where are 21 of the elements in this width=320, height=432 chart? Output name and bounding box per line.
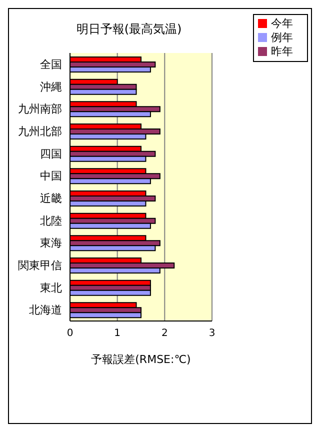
x-tick-label: 2 xyxy=(161,328,168,340)
legend-label: 例年 xyxy=(271,31,293,44)
y-tick-label: 北海道 xyxy=(29,304,62,317)
legend-label: 今年 xyxy=(271,17,293,30)
y-tick-label: 東海 xyxy=(40,236,62,250)
y-tick-label: 近畿 xyxy=(40,192,62,206)
y-tick-label: 中国 xyxy=(40,170,62,183)
legend-label: 昨年 xyxy=(271,45,293,58)
y-tick-label: 九州南部 xyxy=(18,102,62,116)
y-tick-label: 北陸 xyxy=(40,214,62,228)
y-tick-label: 沖縄 xyxy=(40,80,62,94)
y-tick-label: 四国 xyxy=(40,147,62,160)
chart-title: 明日予報(最高気温) xyxy=(75,21,183,38)
x-tick-label: 3 xyxy=(208,328,216,340)
y-tick-label: 関東甲信 xyxy=(18,259,62,272)
y-tick-label: 東北 xyxy=(40,281,62,294)
x-tick-label: 0 xyxy=(66,328,74,340)
y-tick-label: 九州北部 xyxy=(18,125,62,138)
y-tick-label: 全国 xyxy=(40,58,62,72)
x-tick-label: 1 xyxy=(114,328,121,340)
x-axis-title: 予報誤差(RMSE:℃) xyxy=(91,353,191,366)
